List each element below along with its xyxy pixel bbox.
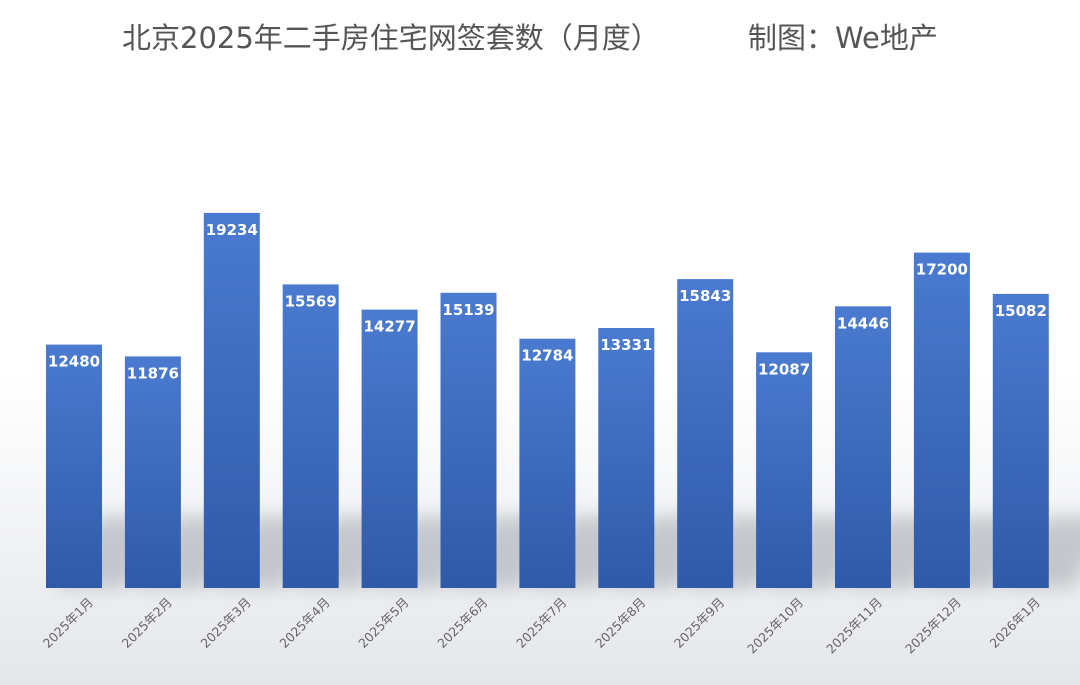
bar: [913, 252, 970, 588]
data-label: 15139: [442, 301, 494, 319]
data-label: 14277: [364, 318, 416, 336]
x-tick-label: 2025年8月: [592, 595, 648, 651]
bar: [203, 212, 260, 588]
bar: [46, 344, 102, 588]
data-label: 12087: [758, 360, 810, 378]
x-tick-label: 2025年2月: [119, 595, 175, 651]
chart-credit: 制图：We地产: [748, 21, 938, 55]
x-tick-label: 2025年5月: [355, 595, 411, 651]
x-tick-label: 2025年12月: [902, 595, 964, 657]
data-label: 19234: [206, 221, 258, 239]
data-label: 15082: [995, 302, 1047, 320]
data-label: 15843: [679, 287, 731, 305]
bars-group: [46, 212, 1049, 588]
x-tick-label: 2025年7月: [513, 595, 569, 651]
data-label: 17200: [916, 261, 968, 279]
x-axis-ticks: 2025年1月 2025年2月 2025年3月 2025年4月 2025年5月 2025年…: [40, 595, 1043, 657]
data-label: 11876: [127, 364, 179, 382]
x-tick-label: 2025年6月: [434, 595, 490, 651]
value-labels-group: 12480 11876 19234 15569 14277 15139 12784 13331…: [48, 221, 1047, 383]
x-tick-label: 2025年1月: [40, 595, 96, 651]
x-tick-label: 2025年9月: [671, 595, 727, 651]
bar: [519, 338, 576, 588]
bar: [282, 284, 339, 588]
data-label: 14446: [837, 314, 889, 332]
bar: [835, 306, 891, 588]
x-tick-label: 2025年11月: [823, 595, 885, 657]
bar: [124, 356, 181, 588]
bar: [440, 292, 497, 588]
data-label: 15569: [285, 292, 337, 310]
bar: [756, 352, 813, 588]
x-tick-label: 2025年10月: [744, 595, 806, 657]
x-tick-label: 2025年4月: [276, 595, 332, 651]
data-label: 12784: [521, 347, 573, 365]
data-label: 12480: [48, 353, 100, 371]
data-label: 13331: [600, 336, 652, 354]
x-tick-label: 2025年3月: [198, 595, 254, 651]
chart-title: 北京2025年二手房住宅网签套数（月度）: [122, 21, 660, 55]
bar: [361, 309, 418, 588]
bar: [677, 279, 734, 588]
x-tick-label: 2026年1月: [987, 595, 1043, 651]
bar: [598, 328, 655, 588]
bar: [992, 293, 1049, 588]
